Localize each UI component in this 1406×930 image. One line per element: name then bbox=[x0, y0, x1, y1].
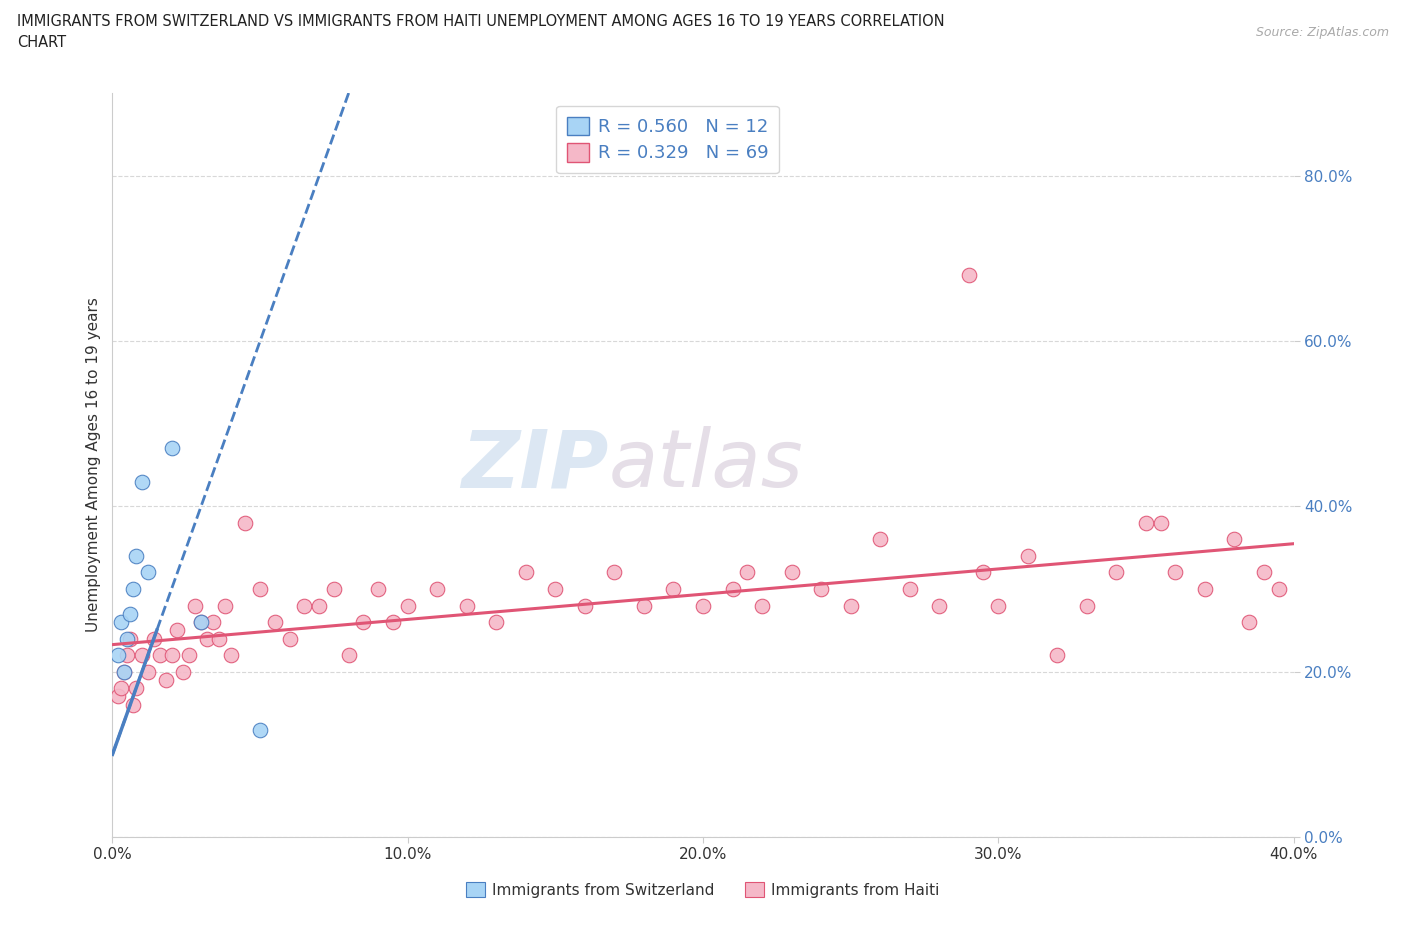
Point bbox=[810, 581, 832, 596]
Point bbox=[662, 581, 685, 596]
Point bbox=[179, 647, 201, 662]
Point bbox=[1105, 565, 1128, 580]
Point bbox=[323, 581, 346, 596]
Point bbox=[426, 581, 449, 596]
Y-axis label: Unemployment Among Ages 16 to 19 years: Unemployment Among Ages 16 to 19 years bbox=[86, 298, 101, 632]
Point bbox=[1135, 515, 1157, 530]
Point bbox=[233, 515, 256, 530]
Point bbox=[515, 565, 537, 580]
Point bbox=[208, 631, 231, 646]
Point bbox=[112, 664, 135, 679]
Point bbox=[107, 647, 129, 662]
Point bbox=[190, 615, 212, 630]
Point bbox=[131, 474, 153, 489]
Point bbox=[120, 631, 142, 646]
Point bbox=[987, 598, 1010, 613]
Point bbox=[160, 647, 183, 662]
Point bbox=[131, 647, 153, 662]
Point bbox=[110, 615, 132, 630]
Point bbox=[367, 581, 389, 596]
Point bbox=[544, 581, 567, 596]
Point bbox=[190, 615, 212, 630]
Text: IMMIGRANTS FROM SWITZERLAND VS IMMIGRANTS FROM HAITI UNEMPLOYMENT AMONG AGES 16 : IMMIGRANTS FROM SWITZERLAND VS IMMIGRANT… bbox=[17, 14, 945, 29]
Point bbox=[1076, 598, 1098, 613]
Point bbox=[117, 647, 138, 662]
Point bbox=[973, 565, 995, 580]
Point bbox=[396, 598, 419, 613]
Point bbox=[869, 532, 891, 547]
Point bbox=[249, 722, 271, 737]
Point bbox=[125, 549, 148, 564]
Point bbox=[898, 581, 921, 596]
Point bbox=[1017, 549, 1039, 564]
Point bbox=[136, 664, 159, 679]
Point bbox=[160, 441, 183, 456]
Point bbox=[928, 598, 950, 613]
Point bbox=[117, 631, 138, 646]
Point bbox=[352, 615, 374, 630]
Point bbox=[1268, 581, 1291, 596]
Point bbox=[337, 647, 360, 662]
Point bbox=[603, 565, 626, 580]
Point bbox=[166, 623, 188, 638]
Point bbox=[172, 664, 194, 679]
Point bbox=[122, 698, 145, 712]
Point bbox=[107, 689, 129, 704]
Point bbox=[120, 606, 142, 621]
Point bbox=[308, 598, 330, 613]
Legend: Immigrants from Switzerland, Immigrants from Haiti: Immigrants from Switzerland, Immigrants … bbox=[460, 875, 946, 904]
Point bbox=[1194, 581, 1216, 596]
Point bbox=[219, 647, 242, 662]
Point bbox=[214, 598, 236, 613]
Text: ZIP: ZIP bbox=[461, 426, 609, 504]
Point bbox=[1223, 532, 1246, 547]
Point bbox=[957, 268, 980, 283]
Point bbox=[278, 631, 301, 646]
Text: CHART: CHART bbox=[17, 35, 66, 50]
Point bbox=[201, 615, 224, 630]
Point bbox=[292, 598, 315, 613]
Point bbox=[382, 615, 405, 630]
Point bbox=[264, 615, 287, 630]
Point bbox=[195, 631, 218, 646]
Point bbox=[485, 615, 508, 630]
Point bbox=[1164, 565, 1187, 580]
Point bbox=[112, 664, 135, 679]
Point bbox=[184, 598, 207, 613]
Point bbox=[1239, 615, 1261, 630]
Point bbox=[456, 598, 478, 613]
Point bbox=[155, 672, 177, 687]
Point bbox=[574, 598, 596, 613]
Point bbox=[751, 598, 773, 613]
Point bbox=[1253, 565, 1275, 580]
Point bbox=[136, 565, 159, 580]
Point bbox=[692, 598, 714, 613]
Point bbox=[839, 598, 862, 613]
Point bbox=[1046, 647, 1069, 662]
Point bbox=[737, 565, 759, 580]
Point bbox=[110, 681, 132, 696]
Point bbox=[780, 565, 803, 580]
Point bbox=[249, 581, 271, 596]
Point bbox=[125, 681, 148, 696]
Point bbox=[721, 581, 744, 596]
Point bbox=[142, 631, 165, 646]
Text: Source: ZipAtlas.com: Source: ZipAtlas.com bbox=[1256, 26, 1389, 39]
Point bbox=[633, 598, 655, 613]
Point bbox=[122, 581, 145, 596]
Point bbox=[1150, 515, 1173, 530]
Text: atlas: atlas bbox=[609, 426, 803, 504]
Point bbox=[149, 647, 172, 662]
